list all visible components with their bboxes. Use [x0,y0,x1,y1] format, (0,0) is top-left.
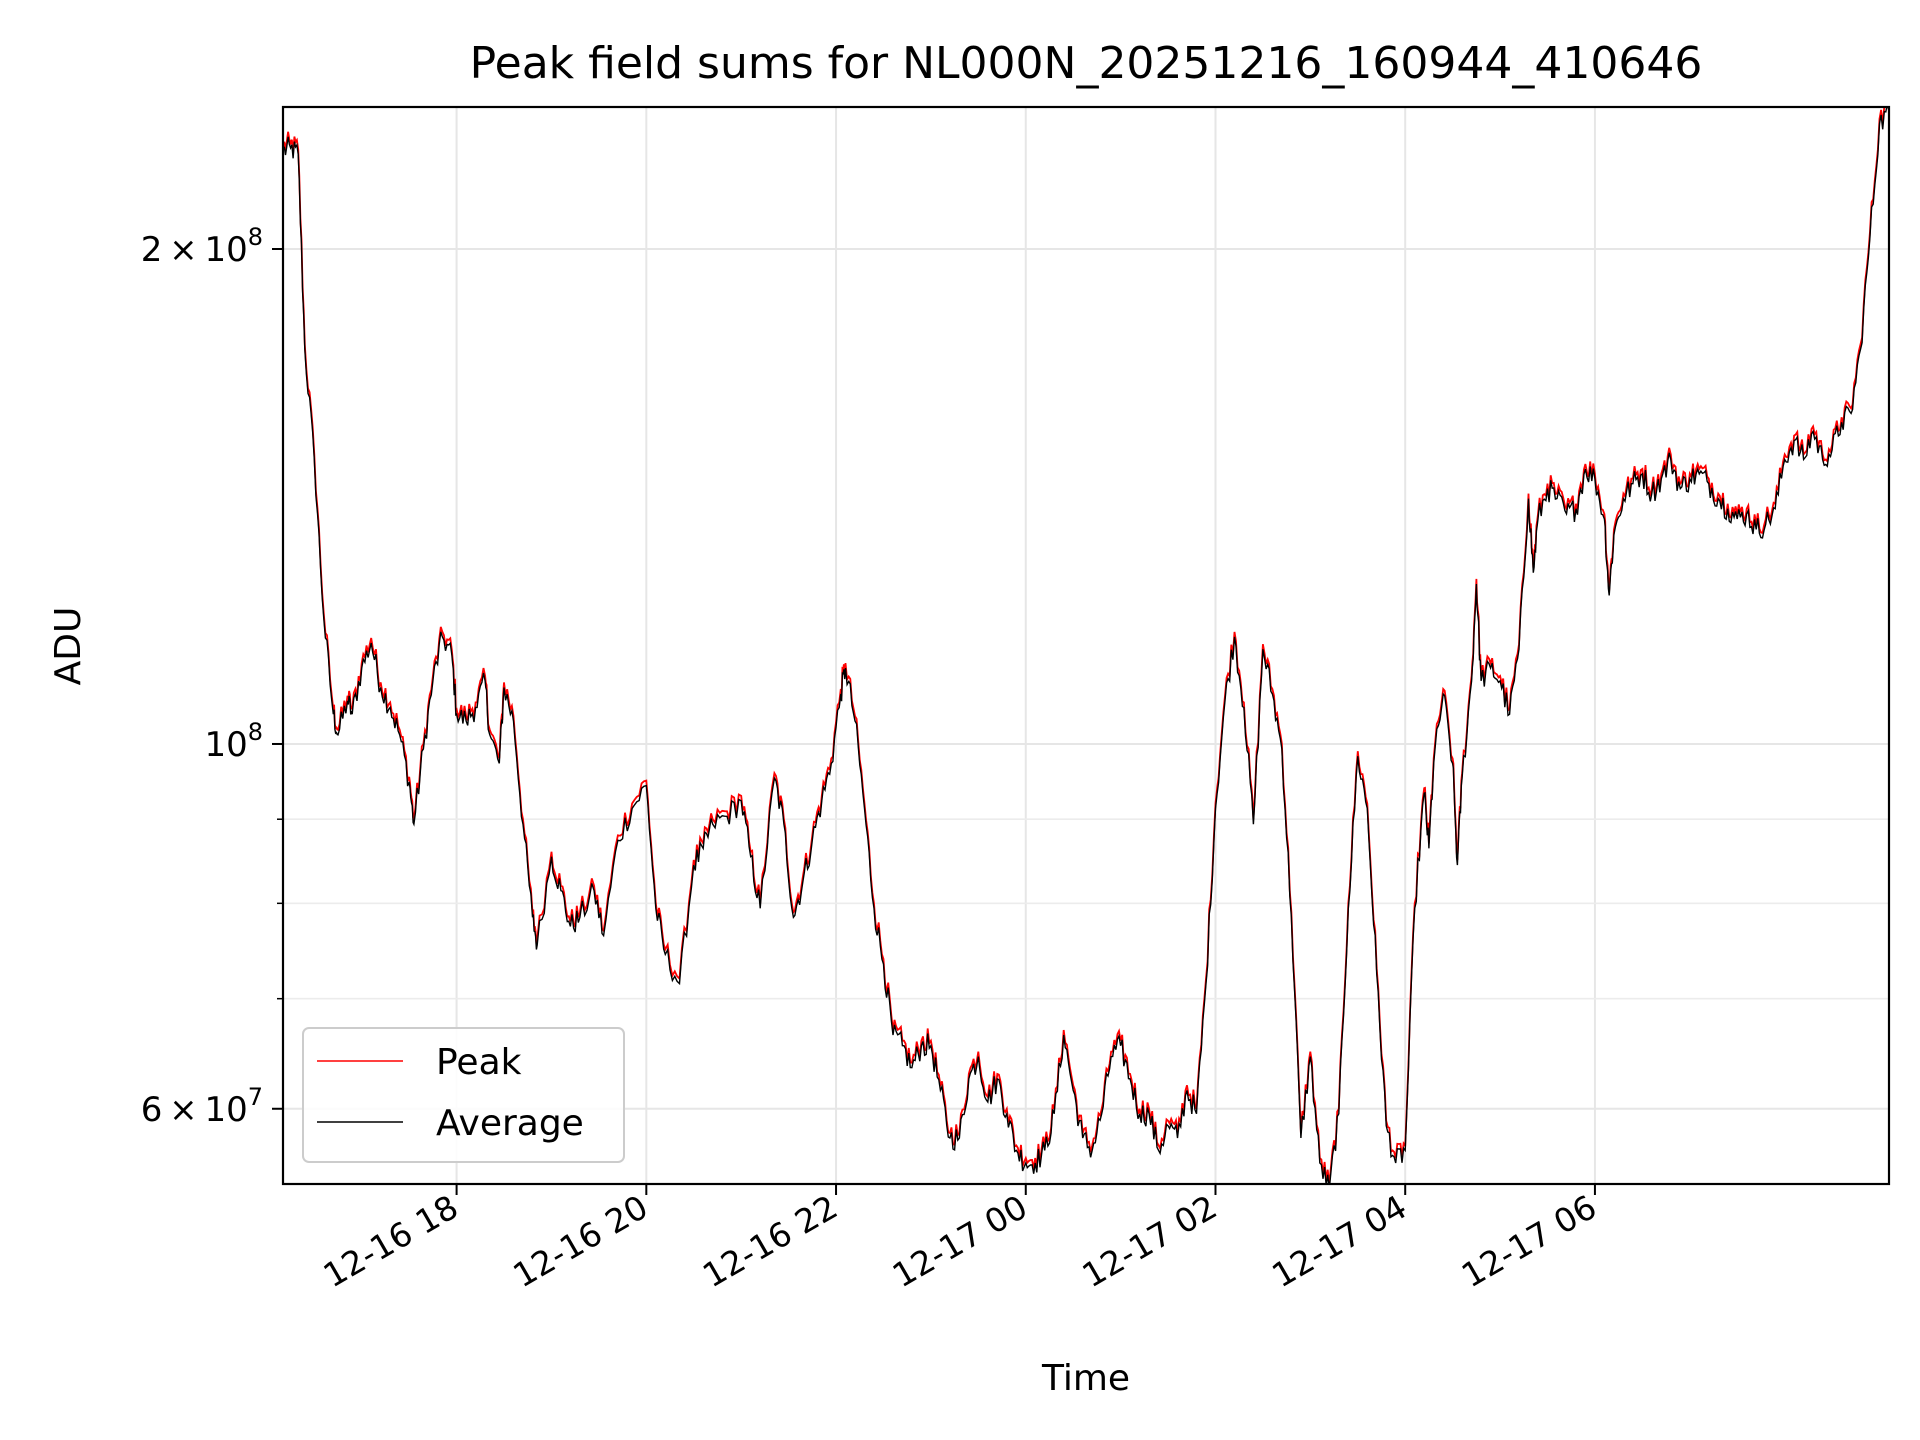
x-tick-label: 12-16 22 [696,1187,844,1295]
x-tick-label: 12-16 20 [506,1187,654,1295]
x-tick-label: 12-17 04 [1265,1187,1413,1295]
series-layer [283,107,1889,1184]
x-tick-label: 12-17 06 [1455,1187,1603,1295]
x-tick-label: 12-17 00 [886,1187,1034,1295]
grid [283,107,1889,1184]
legend-average-label: Average [436,1103,584,1144]
y-tick-label: 2 × 108 [141,223,263,270]
y-tick-label: 6 × 107 [141,1083,263,1130]
series-peak-line [283,107,1889,1184]
x-axis: 12-16 18 12-16 20 12-16 22 12-17 00 12-17 02… [317,1184,1603,1295]
series-average-line [283,107,1889,1184]
y-axis: 6 × 107 108 2 × 108 [141,223,283,1130]
y-tick-label: 108 [204,718,263,765]
y-axis-label: ADU [48,607,89,686]
x-tick-label: 12-16 18 [317,1187,465,1295]
plot-frame [281,105,1891,1186]
x-tick-label: 12-17 02 [1075,1187,1223,1295]
chart-title: Peak field sums for NL000N_20251216_1609… [470,38,1703,89]
x-axis-label: Time [1041,1358,1130,1399]
legend: Peak Average [302,1027,625,1163]
legend-peak-label: Peak [436,1042,522,1083]
